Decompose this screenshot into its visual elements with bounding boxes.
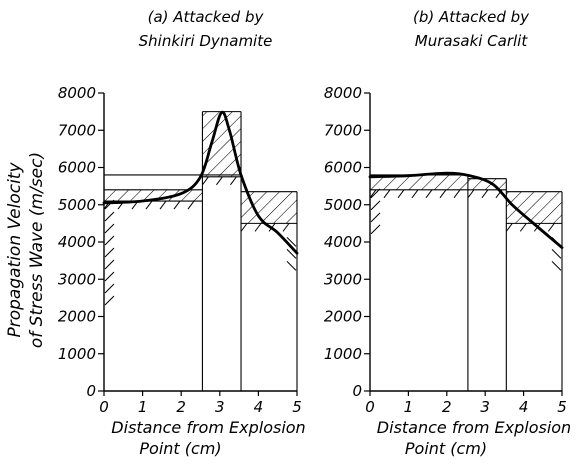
y-tick-label: 7000 [58,121,96,139]
hatch-tick [286,237,297,247]
y-tick-label: 1000 [58,345,96,363]
chart-title-line-1: (a) Attacked by [148,8,265,26]
hatch-tick [202,176,209,186]
x-tick-label: 5 [292,398,302,416]
y-axis-label-line-2: of Stress Wave (m/sec) [27,152,47,348]
hatch-tick [411,189,419,199]
right-edge-hatch [286,237,297,271]
hatch-tick [104,223,115,234]
hatch-tick [519,223,527,232]
hatch-tick [230,176,237,186]
hatch-tick [370,188,381,199]
y-tick-label: 3000 [58,270,96,288]
hatch-tick [145,200,153,210]
y-tick-label: 8000 [58,84,96,102]
y-tick-label: 4000 [324,233,362,251]
hatch-tick [216,176,223,186]
x-axis-label-line-1: Distance from Explosion [377,418,571,437]
hatch-tick [370,200,381,211]
band-lower-hatch-1 [369,189,461,199]
hatch-tick [551,261,562,271]
hatch-tick [286,261,297,271]
chart-title-line-2: Shinkiri Dynamite [139,32,273,50]
x-tick-label: 3 [480,398,490,416]
x-tick-label: 0 [365,398,375,416]
hatch-tick [370,224,381,235]
hatch-tick [159,200,167,210]
band-lower-hatch-2 [467,189,503,199]
y-tick-label: 7000 [324,121,362,139]
hatch-tick [397,189,405,199]
x-tick-label: 1 [404,398,414,416]
hatch-tick [104,295,115,306]
y-tick-label: 5000 [324,196,362,214]
hatch-tick [282,223,290,232]
hatch-tick [547,223,555,232]
hatch-tick [481,189,489,199]
hatch-tick [505,223,513,232]
y-tick-label: 6000 [58,159,96,177]
hatch-tick [104,235,115,246]
y-tick-label: 1000 [324,345,362,363]
y-tick-label: 4000 [58,233,96,251]
band-lower-hatch-2 [202,176,237,186]
x-tick-label: 0 [99,398,109,416]
hatch-tick [551,249,562,259]
hatch-tick [187,200,195,210]
hatch-tick [104,247,115,258]
hatch-tick [286,249,297,259]
x-tick-label: 4 [254,398,264,416]
hatch-tick [383,189,391,199]
y-tick-label: 3000 [324,270,362,288]
hatch-tick [173,200,181,210]
x-axis-label-line-2: Point (cm) [139,439,221,458]
velocity-curve [102,110,299,255]
hatch-tick [104,259,115,270]
y-tick-label: 8000 [324,84,362,102]
y-axis-label-line-1: Propagation Velocity [5,162,25,338]
velocity-curve [368,171,564,249]
x-axis-label-line-1: Distance from Explosion [111,418,305,437]
hatch-tick [370,212,381,223]
y-tick-label: 2000 [324,308,362,326]
x-axis-label-line-2: Point (cm) [405,439,487,458]
hatch-tick [453,189,461,199]
hatch-tick [104,271,115,282]
y-tick-label: 5000 [58,196,96,214]
hatch-tick [467,189,475,199]
x-tick-label: 2 [442,398,452,416]
hatch-tick [104,283,115,294]
x-tick-label: 3 [215,398,225,416]
velocity-band-2 [202,111,242,177]
panel-a: (a) Attacked by Shinkiri Dynamite 0 1000 200… [58,8,306,458]
velocity-band-1 [370,174,468,190]
x-tick-label: 1 [138,398,148,416]
y-tick-label: 6000 [324,159,362,177]
y-axis-label: Propagation Velocity of Stress Wave (m/s… [5,152,47,348]
y-tick-label: 0 [86,382,96,400]
left-edge-hatch [370,188,381,235]
x-tick-label: 2 [176,398,186,416]
panel-b: (b) Attacked by Murasaki Carlit 0 1000 2000 3… [324,8,571,458]
hatch-tick [104,211,115,222]
y-tick-label: 0 [352,382,362,400]
x-tick-label: 4 [519,398,529,416]
hatch-tick [369,189,377,199]
chart-title-line-1: (b) Attacked by [413,8,530,26]
hatch-tick [254,223,262,232]
left-edge-hatch [104,199,115,306]
hatch-tick [425,189,433,199]
velocity-band-1 [104,189,203,202]
hatch-tick [240,223,248,232]
y-tick-label: 2000 [58,308,96,326]
x-tick-label: 5 [557,398,567,416]
band-lower-hatch-3 [505,223,555,232]
band-lower-hatch-1 [103,200,195,210]
hatch-tick [439,189,447,199]
chart-title-line-2: Murasaki Carlit [415,32,529,50]
velocity-band-2 [467,178,507,190]
